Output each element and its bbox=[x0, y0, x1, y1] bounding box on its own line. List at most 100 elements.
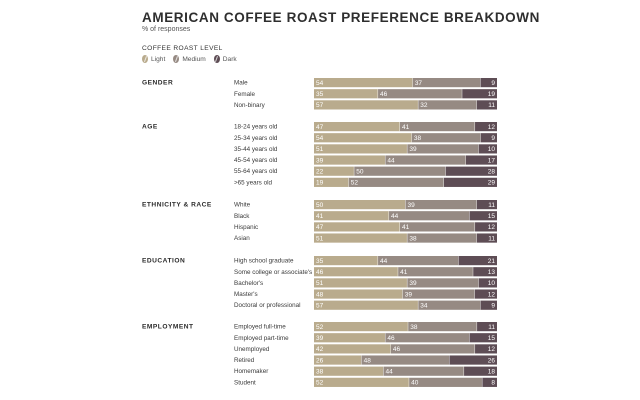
bar-segment-light bbox=[314, 267, 399, 277]
data-label: 42 bbox=[316, 346, 324, 353]
bar-segment-dark bbox=[480, 78, 497, 88]
bar-segment-medium bbox=[412, 78, 481, 88]
data-label: 28 bbox=[488, 169, 496, 176]
row-label: Doctoral or professional bbox=[234, 302, 301, 309]
data-label: 39 bbox=[316, 157, 324, 164]
bar-segment-dark bbox=[478, 144, 497, 154]
bar-segment-dark bbox=[480, 300, 497, 310]
row-label: Some college or associate's bbox=[234, 269, 312, 276]
data-label: 38 bbox=[410, 324, 418, 331]
bar-segment-dark bbox=[449, 355, 497, 365]
data-label: 57 bbox=[316, 303, 324, 310]
data-label: 46 bbox=[380, 91, 388, 98]
bar-segment-light bbox=[314, 122, 401, 132]
data-label: 38 bbox=[409, 235, 417, 242]
bar-segment-dark bbox=[474, 289, 497, 299]
bar-segment-light bbox=[314, 89, 379, 99]
bar-segment-light bbox=[314, 155, 386, 165]
row-label: >65 years old bbox=[234, 179, 272, 186]
data-label: 26 bbox=[488, 357, 496, 364]
row-label: Asian bbox=[234, 235, 250, 242]
segment-divider bbox=[478, 144, 480, 154]
bar-segment-medium bbox=[389, 211, 470, 221]
group-label: AGE bbox=[142, 124, 158, 131]
row-label: Female bbox=[234, 91, 255, 98]
group-label: ETHNICITY & RACE bbox=[142, 202, 212, 209]
data-label: 54 bbox=[316, 135, 324, 142]
data-label: 41 bbox=[316, 213, 324, 220]
segment-divider bbox=[407, 322, 409, 332]
data-label: 37 bbox=[415, 80, 423, 87]
bar-segment-dark bbox=[462, 89, 497, 99]
legend-label: Light bbox=[151, 55, 166, 63]
data-label: 47 bbox=[316, 124, 324, 131]
bar-segment-medium bbox=[418, 300, 481, 310]
bar-segment-medium bbox=[378, 89, 463, 99]
bar-segment-dark bbox=[475, 222, 497, 232]
bar-segment-dark bbox=[482, 377, 497, 387]
bar-segment-light bbox=[314, 344, 391, 354]
bar-segment-dark bbox=[443, 177, 497, 187]
legend-item-medium: Medium bbox=[173, 55, 206, 63]
data-label: 18 bbox=[488, 369, 496, 376]
row-label: Non-binary bbox=[234, 102, 266, 109]
data-label: 19 bbox=[316, 180, 324, 187]
row-label: Black bbox=[234, 213, 250, 220]
legend-label: Dark bbox=[222, 55, 237, 63]
row-label: High school graduate bbox=[234, 258, 294, 265]
bar-segment-light bbox=[314, 278, 408, 288]
data-label: 46 bbox=[387, 335, 395, 342]
bar-segment-light bbox=[314, 233, 408, 243]
data-label: 38 bbox=[414, 135, 422, 142]
bar-segment-dark bbox=[445, 166, 497, 176]
data-label: 35 bbox=[316, 91, 324, 98]
bar-segment-dark bbox=[469, 211, 497, 221]
coffee-bean-icon bbox=[173, 55, 180, 63]
data-label: 51 bbox=[316, 280, 324, 287]
data-label: 44 bbox=[391, 213, 399, 220]
segment-divider bbox=[399, 222, 401, 232]
data-label: 12 bbox=[488, 291, 496, 298]
bar-segment-medium bbox=[405, 200, 477, 210]
bar-segment-medium bbox=[407, 144, 479, 154]
data-label: 41 bbox=[402, 124, 410, 131]
row-label: Student bbox=[234, 379, 256, 386]
row-label: Employed full-time bbox=[234, 324, 286, 331]
bar-segment-light bbox=[314, 256, 379, 266]
bar-segment-medium bbox=[398, 267, 474, 277]
data-label: 39 bbox=[316, 335, 324, 342]
data-label: 11 bbox=[488, 202, 495, 209]
bar-segment-medium bbox=[418, 100, 477, 110]
coffee-bean-icon bbox=[142, 55, 148, 63]
data-label: 9 bbox=[491, 303, 495, 310]
bar-segment-medium bbox=[390, 344, 476, 354]
legend-title: COFFEE ROAST LEVEL bbox=[142, 45, 223, 52]
data-label: 51 bbox=[316, 235, 324, 242]
row-label: Unemployed bbox=[234, 346, 270, 353]
legend-label: Medium bbox=[182, 55, 206, 63]
bar-segment-dark bbox=[473, 267, 497, 277]
chart-subtitle: % of responses bbox=[142, 26, 191, 33]
bar-segment-light bbox=[314, 200, 406, 210]
bar-segment-medium bbox=[409, 377, 483, 387]
data-label: 47 bbox=[316, 224, 324, 231]
data-label: 44 bbox=[387, 157, 395, 164]
bar-segment-light bbox=[314, 133, 412, 143]
bar-segment-light bbox=[314, 300, 419, 310]
data-label: 50 bbox=[316, 202, 324, 209]
data-label: 17 bbox=[488, 157, 496, 164]
data-label: 11 bbox=[488, 102, 495, 109]
data-label: 19 bbox=[488, 91, 496, 98]
segment-divider bbox=[461, 89, 463, 99]
data-label: 15 bbox=[488, 213, 496, 220]
bar-segment-dark bbox=[478, 278, 497, 288]
bar-segment-medium bbox=[385, 333, 470, 343]
bar-segment-light bbox=[314, 100, 419, 110]
data-label: 35 bbox=[316, 258, 324, 265]
bar-segment-light bbox=[314, 366, 384, 376]
bar-segment-light bbox=[314, 333, 386, 343]
coffee-bean-icon bbox=[213, 55, 220, 63]
bar-segment-dark bbox=[476, 233, 497, 243]
data-label: 10 bbox=[488, 280, 496, 287]
bar-segment-dark bbox=[480, 133, 497, 143]
